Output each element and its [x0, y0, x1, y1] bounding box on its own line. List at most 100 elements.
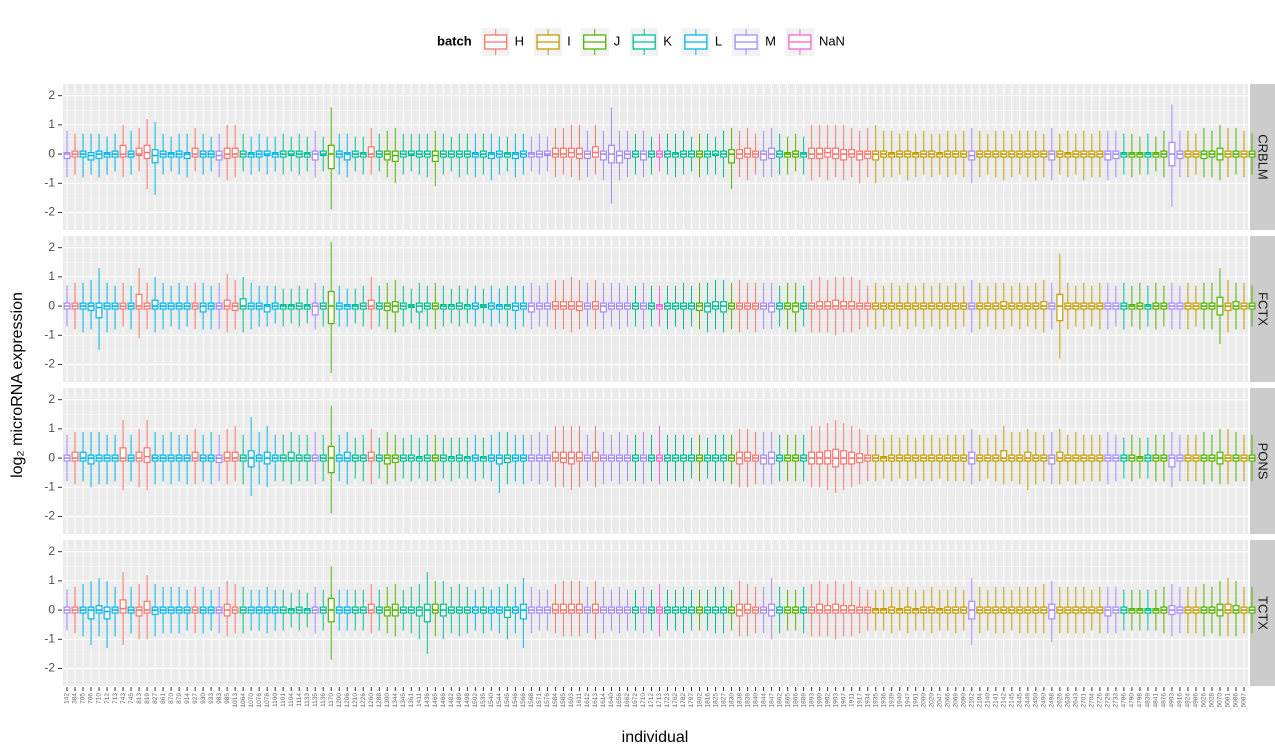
legend-label: K — [663, 33, 672, 48]
x-tick-label: 2141 — [993, 693, 1000, 708]
box — [768, 302, 776, 313]
legend-label: M — [765, 33, 776, 48]
x-tick-label: 1544 — [496, 693, 503, 708]
x-tick-label: 1540 — [488, 693, 495, 708]
box — [856, 150, 864, 161]
x-tick-label: 2626 — [1057, 693, 1064, 708]
x-tick-label: 2140 — [984, 693, 991, 708]
x-tick-label: 1825 — [712, 693, 719, 708]
x-tick-label: 1907 — [840, 693, 847, 708]
box — [872, 150, 880, 161]
x-tick-label: 1862 — [776, 693, 783, 708]
x-tick-label: 4786 — [1121, 693, 1128, 708]
x-tick-label: 2142 — [1001, 693, 1008, 708]
y-tick-label: -2 — [44, 509, 55, 523]
x-tick-label: 879 — [176, 693, 183, 704]
y-tick-label: -2 — [44, 661, 55, 675]
x-tick-label: 2047 — [936, 693, 943, 708]
box — [327, 445, 335, 474]
x-tick-label: 1844 — [760, 693, 767, 708]
y-tick-label: 2 — [48, 392, 55, 406]
x-tick-label: 1603 — [568, 693, 575, 708]
x-tick-label: 1802 — [696, 693, 703, 708]
x-tick-label: 1361 — [408, 693, 415, 708]
x-tick-label: 1712 — [648, 693, 655, 708]
box — [135, 451, 143, 462]
x-tick-label: 1104 — [288, 693, 295, 707]
x-tick-label: 1840 — [752, 693, 759, 708]
x-tick-label: 1101 — [280, 693, 287, 707]
legend-label: L — [715, 33, 722, 48]
x-tick-label: 1436 — [424, 693, 431, 708]
x-tick-label: 1078 — [264, 693, 271, 708]
x-tick-label: 1200 — [336, 693, 343, 708]
x-tick-label: 1947 — [904, 693, 911, 708]
strip-label: CRBLM — [1256, 134, 1271, 180]
x-tick-label: 712 — [104, 693, 111, 704]
x-tick-label: 743 — [120, 693, 127, 704]
x-tick-label: 1135 — [312, 693, 319, 707]
x-tick-label: 1893 — [808, 693, 815, 708]
x-tick-label: 745 — [128, 693, 135, 704]
x-tick-label: 1546 — [512, 693, 519, 708]
box — [1104, 150, 1112, 161]
x-tick-label: 4798 — [1137, 693, 1144, 708]
box — [1104, 606, 1112, 617]
box — [1048, 603, 1056, 620]
box — [383, 454, 391, 465]
box — [744, 451, 752, 462]
box — [343, 152, 351, 161]
box — [559, 603, 567, 614]
x-tick-label: 819 — [144, 693, 151, 704]
box — [1224, 603, 1232, 614]
x-tick-label: 4790 — [1129, 693, 1136, 708]
x-tick-label: 1935 — [872, 693, 879, 708]
x-tick-label: 1498 — [464, 693, 471, 708]
x-tick-label: 1466 — [440, 693, 447, 708]
x-tick-label: 4841 — [1153, 693, 1160, 708]
x-tick-label: 1288 — [376, 693, 383, 708]
box — [191, 451, 199, 462]
strip-label: TCTX — [1256, 596, 1271, 630]
x-tick-label: 4986 — [1193, 693, 1200, 708]
box — [591, 603, 599, 614]
box — [511, 152, 519, 160]
x-tick-label: 5086 — [1233, 693, 1240, 708]
x-tick-label: 1939 — [888, 693, 895, 708]
box — [223, 299, 231, 310]
box — [367, 603, 375, 614]
x-tick-label: 1911 — [848, 693, 855, 707]
box — [263, 304, 271, 313]
x-tick-label: 1611 — [576, 693, 583, 707]
x-tick-label: 2020 — [928, 693, 935, 708]
x-tick-label: 1903 — [832, 693, 839, 708]
x-tick-label: 1865 — [784, 693, 791, 708]
x-tick-label: 1838 — [736, 693, 743, 708]
x-tick-label: 927 — [192, 693, 199, 704]
box — [71, 451, 79, 462]
box — [231, 147, 239, 158]
box — [519, 603, 527, 620]
x-tick-label: 1136 — [320, 693, 327, 707]
box — [223, 451, 231, 462]
x-tick-label: 2704 — [1089, 693, 1096, 708]
x-tick-label: 4903 — [1169, 693, 1176, 708]
x-tick-label: 2701 — [1081, 693, 1088, 708]
x-tick-label: 1345 — [400, 693, 407, 708]
x-tick-label: 1260 — [368, 693, 375, 708]
y-tick-label: 0 — [48, 450, 55, 464]
x-tick-label: 4916 — [1177, 693, 1184, 708]
box — [1000, 450, 1008, 462]
x-tick-label: 1576 — [544, 693, 551, 708]
legend-title: batch — [437, 33, 472, 48]
box — [415, 302, 423, 313]
x-tick-label: 1762 — [672, 693, 679, 708]
box — [591, 451, 599, 462]
x-tick-label: 1723 — [664, 693, 671, 708]
x-tick-label: 1566 — [520, 693, 527, 708]
y-tick-label: 2 — [48, 240, 55, 254]
x-tick-label: 1114 — [296, 693, 303, 707]
box — [760, 150, 768, 161]
box — [343, 451, 351, 462]
